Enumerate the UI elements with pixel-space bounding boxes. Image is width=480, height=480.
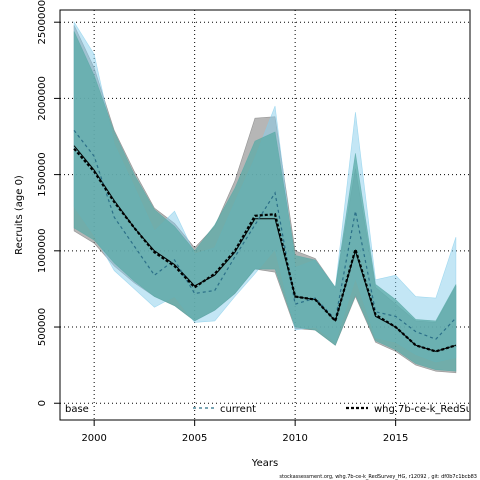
y-tick-label: 2000000 [37,76,48,121]
y-tick-label: 0 [37,400,48,406]
x-tick-label: 2015 [383,433,408,444]
series-line-current [73,130,457,340]
y-tick-label: 1500000 [37,152,48,197]
y-tick-label: 500000 [37,308,48,346]
x-tick-label: 2000 [81,433,106,444]
series-lines [73,130,457,353]
legend-label-base: base [65,404,89,415]
x-tick-label: 2005 [182,433,207,444]
y-axis-title: Recruits (age 0) [14,175,25,255]
plot-frame [59,9,471,421]
y-tick-label: 2500000 [37,0,48,44]
footnote: stockassessment.org, whg.7b-ce-k_RedSurv… [279,474,477,480]
series-line-whg [73,147,457,353]
legend-label-current: current [220,404,256,415]
legend: base current whg.7b-ce-k_RedSurvey_HG [65,404,480,415]
x-tick-label: 2010 [282,433,307,444]
y-tick-label: 1000000 [37,229,48,274]
y-axis: 0 500000 1000000 1500000 2000000 2500000 [37,0,60,406]
x-axis-title: Years [251,458,278,469]
legend-label-whg: whg.7b-ce-k_RedSurvey_HG [374,404,480,415]
x-axis: 2000 2005 2010 2015 [81,420,408,444]
band-whg [73,31,457,372]
confidence-bands [73,21,457,374]
